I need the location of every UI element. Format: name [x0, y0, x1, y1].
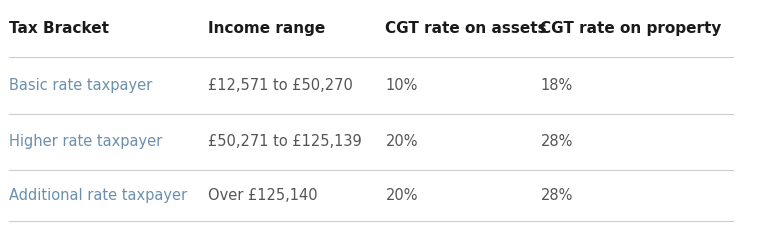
Text: 20%: 20%: [385, 134, 418, 149]
Text: 10%: 10%: [385, 78, 418, 93]
Text: £50,271 to £125,139: £50,271 to £125,139: [208, 134, 362, 149]
Text: CGT rate on assets: CGT rate on assets: [385, 21, 547, 36]
Text: Basic rate taxpayer: Basic rate taxpayer: [8, 78, 152, 93]
Text: 28%: 28%: [540, 134, 573, 149]
Text: Over £125,140: Over £125,140: [208, 188, 318, 203]
Text: 18%: 18%: [540, 78, 573, 93]
Text: Income range: Income range: [208, 21, 326, 36]
Text: CGT rate on property: CGT rate on property: [540, 21, 722, 36]
Text: £12,571 to £50,270: £12,571 to £50,270: [208, 78, 353, 93]
Text: Tax Bracket: Tax Bracket: [8, 21, 109, 36]
Text: Additional rate taxpayer: Additional rate taxpayer: [8, 188, 187, 203]
Text: Higher rate taxpayer: Higher rate taxpayer: [8, 134, 162, 149]
Text: 20%: 20%: [385, 188, 418, 203]
Text: 28%: 28%: [540, 188, 573, 203]
